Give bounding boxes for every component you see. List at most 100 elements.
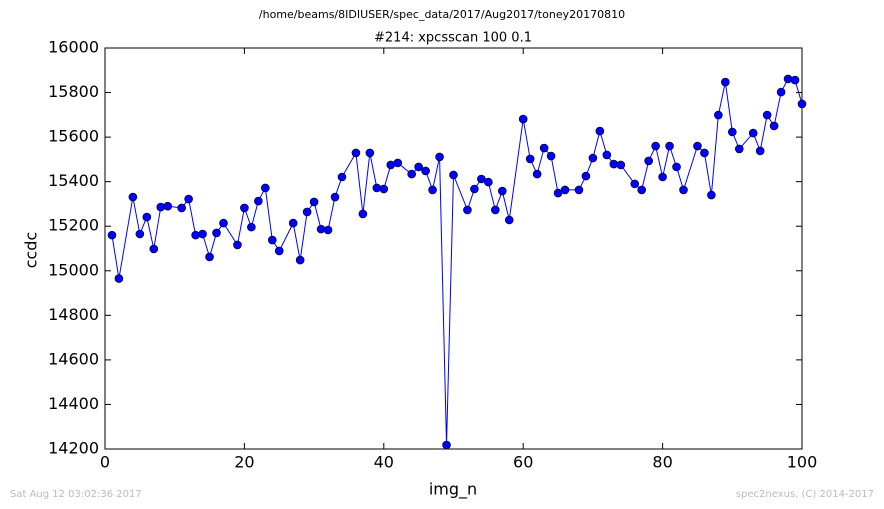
data-point: [107, 230, 117, 240]
data-point: [714, 110, 723, 120]
data-point: [581, 171, 591, 181]
suptitle: /home/beams/8IDIUSER/spec_data/2017/Aug2…: [259, 8, 625, 21]
footer-left: Sat Aug 12 03:02:36 2017: [10, 489, 142, 500]
data-point: [790, 75, 800, 85]
data-point: [679, 185, 688, 195]
data-point: [142, 212, 152, 222]
y-tick-label: 15400: [48, 171, 99, 190]
data-point: [672, 162, 681, 172]
data-point: [734, 144, 744, 154]
data-point: [762, 110, 772, 120]
x-tick-label: 60: [513, 453, 533, 472]
y-tick-label: 16000: [48, 38, 99, 57]
data-point: [184, 194, 193, 204]
data-point: [560, 185, 570, 195]
data-point: [330, 192, 340, 202]
data-point: [365, 148, 375, 158]
data-point: [421, 166, 430, 176]
data-point: [393, 158, 403, 168]
x-tick-label: 80: [652, 453, 672, 472]
data-point: [574, 185, 584, 195]
data-point: [553, 188, 563, 198]
x-tick-label: 100: [787, 453, 818, 472]
data-point: [149, 244, 159, 254]
data-point: [337, 172, 347, 182]
data-point: [114, 274, 124, 283]
data-point: [135, 229, 145, 239]
data-point: [261, 183, 270, 193]
data-point: [665, 141, 674, 151]
data-point: [477, 174, 486, 184]
data-point: [707, 190, 716, 200]
data-point: [219, 218, 228, 228]
data-point: [463, 205, 472, 215]
data-point: [470, 184, 479, 194]
data-point: [198, 229, 207, 239]
x-tick-label: 0: [100, 453, 110, 472]
data-point: [323, 225, 333, 235]
data-line: [111, 78, 803, 446]
data-point: [128, 192, 138, 202]
y-axis-label: ccdc: [22, 232, 41, 269]
data-point: [546, 151, 556, 161]
data-point: [797, 99, 807, 109]
data-point: [240, 203, 249, 213]
data-point: [651, 141, 660, 151]
data-point: [727, 127, 737, 137]
data-point: [163, 201, 173, 211]
data-point: [274, 246, 284, 256]
data-point: [372, 183, 382, 193]
data-point: [497, 186, 507, 196]
data-point: [449, 170, 458, 180]
data-point: [309, 197, 319, 207]
data-point: [518, 114, 528, 124]
data-point: [379, 184, 389, 194]
x-tick-label: 20: [234, 453, 254, 472]
data-point: [302, 207, 312, 217]
data-point: [351, 148, 361, 158]
data-point: [783, 74, 793, 84]
data-point: [539, 143, 549, 153]
data-point: [616, 160, 626, 170]
y-tick-label: 14600: [48, 349, 99, 368]
data-point: [414, 162, 423, 172]
data-point: [484, 177, 493, 187]
y-tick-label: 14400: [48, 394, 99, 413]
y-tick-label: 14200: [48, 439, 99, 458]
data-point: [525, 154, 535, 164]
data-point: [755, 146, 765, 156]
data-point: [247, 222, 256, 232]
data-point: [254, 196, 263, 206]
y-tick-label: 15200: [48, 216, 99, 235]
data-point: [233, 240, 242, 250]
data-point: [776, 87, 786, 97]
data-point: [602, 150, 612, 160]
data-point: [442, 440, 451, 450]
y-tick-label: 15600: [48, 127, 99, 146]
y-tick-label: 15000: [48, 260, 99, 279]
data-point: [588, 153, 598, 163]
plot-frame: [104, 47, 803, 450]
data-point: [191, 230, 200, 240]
data-point: [295, 255, 305, 265]
data-point: [637, 185, 646, 195]
data-point: [748, 128, 758, 138]
chart-title: #214: xpcsscan 100 0.1: [374, 31, 532, 46]
data-point: [491, 205, 500, 215]
data-point: [595, 126, 605, 136]
y-tick-label: 14800: [48, 305, 99, 324]
data-point: [435, 152, 444, 162]
data-point: [769, 121, 779, 131]
data-point: [700, 148, 709, 158]
data-point: [504, 215, 514, 225]
data-point: [205, 252, 214, 262]
y-tick-label: 15800: [48, 82, 99, 101]
data-point: [407, 169, 416, 179]
data-point: [212, 228, 221, 238]
data-point: [721, 77, 730, 87]
data-point: [644, 156, 653, 166]
data-point: [428, 185, 437, 195]
data-point: [693, 141, 702, 151]
data-point: [288, 218, 298, 228]
